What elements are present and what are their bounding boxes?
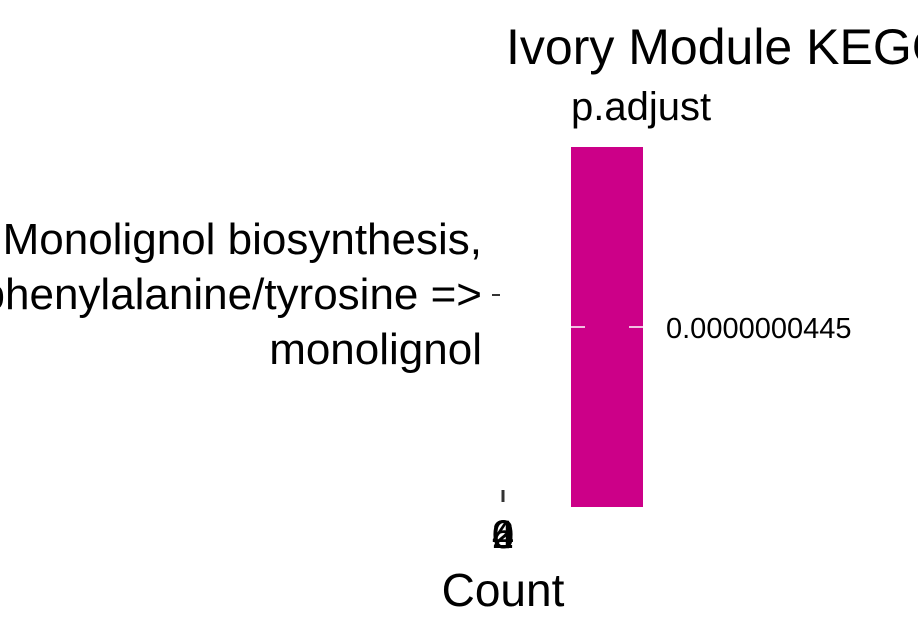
y-category-label-line: monolignol	[269, 325, 482, 374]
x-tick-label: 6	[492, 513, 514, 557]
chart-title: Ivory Module KEGG	[506, 19, 918, 75]
legend-key	[571, 147, 643, 507]
y-category-label-line: Monolignol biosynthesis,	[3, 215, 482, 264]
y-axis-labels: Monolignol biosynthesis, phenylalanine/ty…	[0, 215, 482, 374]
legend: p.adjust 0.0000000445	[571, 85, 851, 507]
legend-label: 0.0000000445	[666, 313, 851, 345]
y-category-label-line: phenylalanine/tyrosine =>	[0, 270, 482, 319]
x-tick-label: 4	[492, 513, 514, 557]
x-axis-label: Count	[442, 564, 565, 616]
x-tick-label: 2	[492, 513, 514, 557]
legend-title: p.adjust	[571, 85, 711, 129]
x-tick-label: 0	[492, 513, 514, 557]
